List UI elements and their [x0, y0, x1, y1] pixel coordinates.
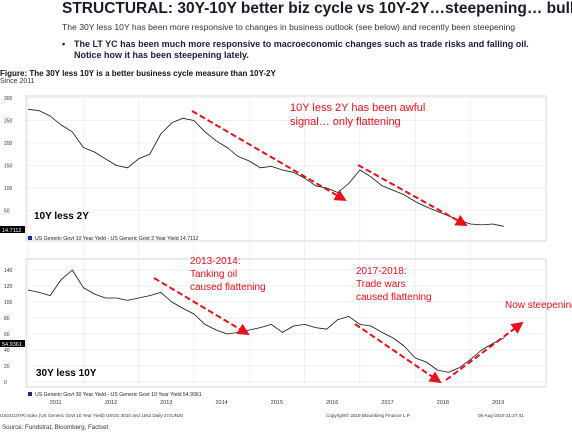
annotation-arrow — [354, 323, 442, 384]
annotation-text-line: Tanking oil — [190, 269, 237, 280]
x-tick-label: 2015 — [271, 400, 283, 406]
bullet-text-line-2: Notice how it has been steepening lately… — [74, 50, 249, 60]
bottom-last-value-tag: 54.9361 — [0, 340, 25, 348]
bullet-text-line-1: The LT YC has been much more responsive … — [74, 39, 529, 49]
top-legend: US Generic Govt 10 Year Yield - US Gener… — [28, 236, 199, 242]
x-tick-label: 2012 — [105, 400, 117, 406]
bottom-panel-frame — [25, 258, 547, 388]
bottom-last-value-bg — [0, 340, 25, 347]
x-tick-label: 2016 — [326, 400, 338, 406]
top-last-value-bg — [0, 226, 25, 233]
annotation-tanking-oil: 2013-2014: Tanking oil caused flattening — [190, 256, 266, 293]
x-tick-label: 2018 — [437, 400, 449, 406]
annotation-arrow — [153, 277, 250, 336]
y-tick-label: 100 — [4, 300, 13, 306]
annotation-text-line: 10Y less 2Y has been awful — [290, 102, 425, 114]
annotation-text-line: 2013-2014: — [190, 256, 241, 267]
annotation-arrow — [357, 164, 468, 226]
x-tick-label: 2011 — [50, 400, 62, 406]
x-tick-label: 2013 — [160, 400, 172, 406]
top-legend-swatch — [28, 236, 32, 240]
source-note: Source: Fundstrat, Bloomberg, Factset — [2, 424, 109, 431]
x-tick-label: 2017 — [381, 400, 393, 406]
annotation-arrow — [191, 110, 347, 202]
figure-title: Figure: The 30Y less 10Y is a better bus… — [0, 69, 276, 78]
series-line — [27, 269, 504, 373]
annotation-text-line: Trade wars — [356, 279, 406, 290]
annotation-arrow — [445, 321, 524, 381]
annotation-text-line: 2017-2018: — [356, 266, 407, 277]
annotation-awful-signal: 10Y less 2Y has been awful signal… only f… — [290, 102, 425, 128]
bottom-panel-label: 30Y less 10Y — [36, 368, 97, 379]
bottom-legend: US Generic Govt 30 Year Yield - US Gener… — [28, 392, 202, 398]
bottom-legend-swatch — [28, 392, 32, 396]
x-tick-label: 2014 — [215, 400, 227, 406]
x-tick-label: 2019 — [492, 400, 504, 406]
bullet-icon: • — [62, 39, 66, 49]
y-tick-label: 150 — [4, 164, 13, 170]
chart-svg: 50 100 150 200 250 300 0 20 40 60 80 100 120 140 10Y … — [0, 95, 572, 418]
y-tick-label: 20 — [4, 364, 10, 370]
bottom-legend-text: US Generic Govt 30 Year Yield - US Gener… — [35, 392, 202, 398]
y-tick-label: 50 — [4, 209, 10, 215]
y-tick-label: 300 — [4, 96, 13, 102]
annotation-text-line: Now steepening — [505, 300, 572, 311]
annotation-text-line: caused flattening — [356, 292, 432, 303]
footer-copyright: Copyright© 2019 Bloomberg Finance L.P. — [326, 412, 411, 418]
y-tick-label: 80 — [4, 316, 10, 322]
y-tick-label: 120 — [4, 284, 13, 290]
slide-subtitle: The 30Y less 10Y has been more responsiv… — [62, 22, 516, 32]
y-tick-label: 250 — [4, 119, 13, 125]
top-last-value-text: 14.7112 — [2, 228, 21, 234]
series-line — [27, 108, 504, 227]
figure-subtitle: Since 2011 — [0, 78, 35, 85]
bottom-last-value-text: 54.9361 — [2, 342, 22, 348]
footer-left: USGG10YR Index (US Generic Govt 10 Year … — [0, 413, 184, 418]
y-tick-label: 60 — [4, 332, 10, 338]
y-tick-label: 100 — [4, 186, 13, 192]
annotation-trade-wars: 2017-2018: Trade wars caused flattening — [356, 266, 432, 303]
annotation-now-steepening: Now steepening — [505, 300, 572, 311]
y-tick-label: 200 — [4, 141, 13, 147]
top-panel-frame — [25, 95, 547, 242]
y-tick-label: 40 — [4, 348, 10, 354]
top-panel-label: 10Y less 2Y — [34, 211, 89, 222]
y-tick-label: 0 — [4, 380, 7, 386]
annotation-text-line: signal… only flattening — [290, 116, 401, 128]
top-last-value-tag: 14.7112 — [0, 226, 25, 234]
slide-title: STRUCTURAL: 30Y-10Y better biz cycle vs … — [62, 0, 572, 17]
top-legend-text: US Generic Govt 10 Year Yield - US Gener… — [35, 236, 199, 242]
y-tick-label: 140 — [4, 268, 13, 274]
annotation-text-line: caused flattening — [190, 282, 266, 293]
footer-date: 05-Aug-2019 21:27:41 — [478, 413, 524, 418]
chart-frame: 50 100 150 200 250 300 0 20 40 60 80 100 120 140 10Y … — [0, 86, 572, 422]
